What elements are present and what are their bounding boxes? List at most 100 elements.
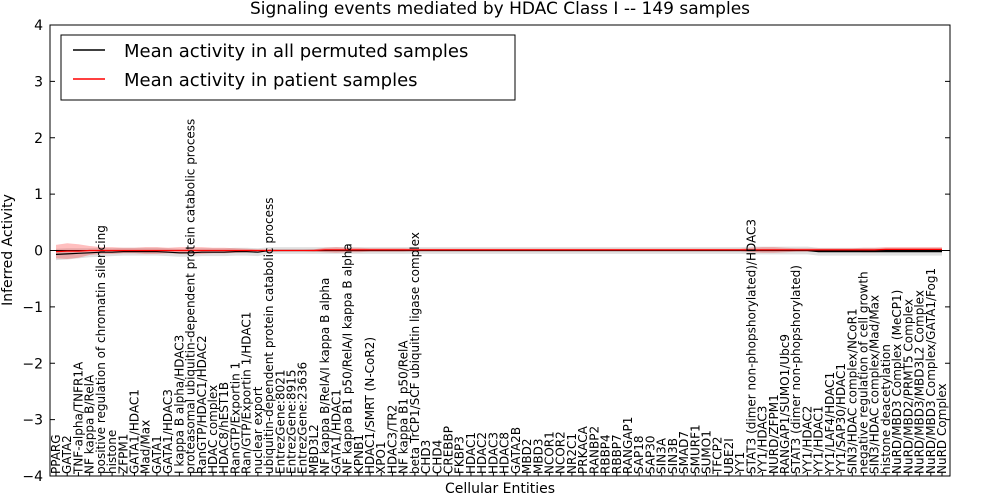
x-category-label: NuRD Complex (935, 383, 949, 474)
x-category-label: XPO1 (374, 441, 388, 474)
x-category-label: NuRD/MBD3/MBD3L2 Complex (913, 290, 927, 474)
x-category-label: KPNB1 (352, 434, 366, 474)
y-tick-label: −1 (22, 300, 43, 316)
x-category-label: negative regulation of cell growth (857, 271, 871, 474)
x-category-label: HDAC8 (498, 432, 512, 474)
y-tick-label: 3 (34, 74, 43, 90)
legend-label-permuted: Mean activity in all permuted samples (124, 41, 468, 62)
legend-box (60, 34, 516, 101)
x-category-label: ubiquitin-dependent protein catabolic pr… (262, 198, 276, 474)
x-category-label: SAP30 (643, 435, 657, 474)
x-category-label: YY1/HDAC1 (812, 406, 826, 475)
x-category-label: ZFPM1 (116, 434, 130, 474)
x-category-label: NuRD/MBD3 Complex (MeCP1) (890, 290, 904, 474)
x-category-label: PPARG (49, 434, 63, 474)
x-category-label: positive regulation of chromatin silenci… (94, 225, 108, 474)
x-category-label: TFCP2 (711, 437, 725, 475)
x-category-label: HDAC1/SMRT (N-CoR2) (363, 337, 377, 474)
x-category-label: NF kappa B1 p50/RelA (397, 340, 411, 474)
x-category-label: YY1/HDAC2 (800, 406, 814, 475)
y-axis-ticks: −4 −3 −2 −1 0 1 2 3 4 (22, 18, 950, 485)
y-tick-label: 2 (34, 131, 43, 147)
x-category-label: YY1/HDAC3 (756, 406, 770, 475)
x-category-label: HDAC1 (464, 432, 478, 474)
x-category-label: proteasomal ubiquitin-dependent protein … (184, 119, 198, 474)
x-category-label: SUMO1 (700, 430, 714, 474)
x-category-label: NCOR1 (543, 431, 557, 474)
y-tick-label: 4 (34, 18, 43, 34)
x-category-label: nuclear export (251, 386, 265, 474)
chart-title: Signaling events mediated by HDAC Class … (250, 0, 750, 19)
x-category-label: GATA1/HDAC1 (329, 389, 343, 474)
x-category-label: STAT3 (dimer non-phopshorylated)/HDAC3 (744, 219, 758, 474)
x-category-label: NuRD/MBD3 Complex/GATA1/Fog1 (924, 268, 938, 474)
y-tick-label: 0 (34, 244, 43, 260)
x-category-label: EntrezGene:23636 (296, 362, 310, 474)
x-category-label: beta TrCP1/SCF ubiquitin ligase complex (408, 232, 422, 474)
x-category-label: UBE2I (722, 438, 736, 474)
x-category-label: RANGAP1/SUMO1/Ubc9 (778, 334, 792, 474)
x-category-label: MBD3L2 (307, 424, 321, 474)
x-category-label: RanGTP/Exportin 1 (228, 362, 242, 474)
x-category-label: GATA1/HDAC1 (128, 389, 142, 474)
x-category-label: CREBBP (442, 426, 456, 474)
x-category-label: RanGTP/HDAC1/HDAC2 (195, 335, 209, 474)
line-layer (55, 248, 942, 255)
x-axis-label: Cellular Entities (445, 481, 555, 497)
x-category-label: NR2C1 (565, 433, 579, 474)
x-category-label: HDAC2 (475, 432, 489, 474)
x-category-label: Ran/GTP/Exportin 1/HDAC1 (240, 312, 254, 474)
x-category-label: SIN3A (655, 437, 669, 474)
y-tick-label: −2 (22, 356, 43, 372)
x-category-label: FKBP3 (453, 436, 467, 474)
x-category-label: SMURF1 (688, 424, 702, 474)
legend: Mean activity in all permuted samples Me… (60, 34, 516, 101)
x-category-label: HDAC complex (206, 385, 220, 474)
x-category-label: CHD3 (419, 440, 433, 474)
x-category-label: RANBP2 (587, 426, 601, 474)
x-category-label: TNF-alpha/TNFR1A (71, 361, 85, 475)
x-category-label: NCOR2 (554, 431, 568, 474)
x-category-label: HDAC8/hEST1B (217, 382, 231, 474)
x-category-label: STAT3 (dimer non-phopshorylated) (789, 265, 803, 474)
x-category-label: I kappa B alpha/HDAC3 (172, 335, 186, 474)
y-axis-label: Inferred Activity (0, 194, 16, 306)
x-category-label: RBBP4 (599, 434, 613, 474)
x-category-label: HDAC3/TR2 (386, 405, 400, 474)
x-category-label: YY1/SAP30/HDAC1 (834, 363, 848, 475)
x-category-label: RANGAP1 (621, 417, 635, 474)
x-category-label: HDAC3 (486, 432, 500, 474)
x-category-label: YY1 (733, 452, 747, 475)
x-category-label: SAP18 (632, 435, 646, 474)
y-tick-label: 1 (34, 187, 43, 203)
x-category-label: SIN3B (666, 438, 680, 474)
y-tick-label: −3 (22, 413, 43, 429)
x-category-label: GATA2B (509, 427, 523, 474)
x-category-label: CHD4 (430, 440, 444, 474)
x-category-label: histone (105, 430, 119, 474)
legend-label-patient: Mean activity in patient samples (124, 70, 418, 91)
x-category-label: MBD3 (531, 439, 545, 474)
series-line-patient (55, 248, 942, 253)
x-category-label: Mad/Max (139, 420, 153, 474)
x-category-label: NF kappa B1 p50/RelA/I kappa B alpha (341, 243, 355, 474)
x-category-label: NURD/ZFPM1 (767, 394, 781, 474)
x-category-label: EntrezGene:8021 (273, 370, 287, 475)
x-category-label: RBBP7 (610, 434, 624, 474)
x-category-label: GATA2 (60, 435, 74, 474)
x-category-label: SMAD7 (677, 431, 691, 474)
y-tick-label: −4 (22, 469, 43, 485)
x-category-label: YY1/LAF4/HDAC1 (823, 372, 837, 475)
x-category-label: PRKACA (576, 425, 590, 474)
x-category-label: SIN3/HDAC complex/NCoR1 (845, 308, 859, 474)
x-category-label: NuRD/MBD2/PRMT5 Complex (901, 299, 915, 474)
x-category-label: GATA1 (150, 435, 164, 474)
x-category-label: GATA1/HDAC3 (161, 389, 175, 474)
x-category-label: histone deacetylation (879, 344, 893, 474)
x-category-label: NF kappa B/RelA/I kappa B alpha (318, 278, 332, 474)
x-category-label: MBD2 (520, 439, 534, 474)
x-category-label: EntrezGene:8915 (285, 370, 299, 475)
x-category-label: SIN3/HDAC complex/Mad/Max (868, 295, 882, 474)
